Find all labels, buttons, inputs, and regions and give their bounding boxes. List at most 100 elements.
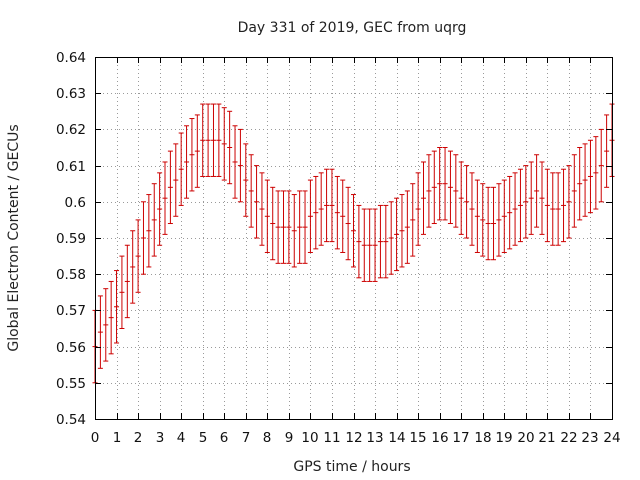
y-tick-label: 0.58	[56, 267, 86, 283]
error-bar-point	[383, 204, 389, 279]
x-tick-label: 24	[603, 430, 620, 446]
error-bar-point	[377, 204, 383, 279]
x-tick-label: 23	[581, 430, 598, 446]
error-bar-point	[307, 179, 313, 253]
error-bar-point	[453, 154, 459, 228]
x-tick-label: 8	[263, 430, 272, 446]
error-bar-point	[264, 179, 270, 253]
x-tick-label: 9	[285, 430, 294, 446]
error-bar-point	[157, 172, 163, 246]
error-bar-point	[146, 194, 152, 268]
error-bar-point	[221, 107, 227, 181]
error-bar-point	[534, 154, 540, 228]
error-bar-point	[539, 161, 545, 235]
x-tick-label: 21	[538, 430, 555, 446]
error-bar-point	[270, 186, 276, 261]
x-tick-label: 14	[388, 430, 405, 446]
error-bar-point	[114, 270, 120, 344]
error-bar-point	[280, 190, 286, 264]
error-bar-point	[555, 172, 561, 246]
error-bar-point	[517, 168, 523, 243]
error-bar-point	[140, 201, 146, 275]
y-tick-label: 0.56	[56, 340, 86, 356]
error-bar-point	[496, 183, 502, 257]
error-bar-point	[372, 208, 378, 282]
y-tick-label: 0.62	[56, 122, 86, 138]
y-tick-labels: 0.54 0.55 0.56 0.57 0.58 0.59 0.6 0.61 0.62 0.63 0…	[56, 50, 86, 428]
error-bar-point	[286, 190, 292, 264]
error-bar-point	[561, 168, 567, 243]
error-bar-point	[491, 186, 497, 261]
error-bar-point	[173, 143, 179, 217]
error-bar-point	[593, 136, 599, 210]
error-bar-point	[97, 295, 103, 369]
x-tick-labels: 0 1 2 3 4 5 6 7 8 9 10 11 12 13 14 15 16 17 18 19 20 21 22 23 24	[91, 430, 621, 446]
y-tick-label: 0.59	[56, 231, 86, 247]
x-tick-label: 19	[495, 430, 512, 446]
error-bar-point	[313, 175, 319, 250]
x-tick-label: 16	[431, 430, 448, 446]
error-bar-point	[544, 168, 550, 243]
error-bar-point	[189, 118, 195, 192]
x-tick-label: 5	[199, 430, 208, 446]
error-bar-point	[103, 288, 109, 362]
x-tick-label: 15	[409, 430, 426, 446]
y-tick-label: 0.6	[65, 195, 86, 211]
error-bar-point	[356, 204, 362, 279]
error-bar-point	[415, 172, 421, 246]
error-bar-point	[254, 165, 260, 239]
error-bar-point	[426, 154, 432, 228]
error-bar-point	[367, 208, 373, 282]
error-bar-point	[501, 179, 507, 253]
error-bar-point	[404, 190, 410, 264]
error-bar-point	[243, 143, 249, 217]
error-bar-point	[302, 190, 308, 264]
error-bar-point	[604, 114, 610, 188]
error-bar-point	[528, 161, 534, 235]
error-bar-point	[571, 154, 577, 228]
gec-series	[92, 103, 615, 384]
x-tick-label: 0	[91, 430, 100, 446]
error-bar-point	[566, 165, 572, 239]
y-axis-label: Global Electron Content / GECUs	[6, 124, 22, 351]
error-bar-point	[151, 183, 157, 257]
error-bar-point	[388, 201, 394, 275]
x-tick-label: 22	[560, 430, 577, 446]
x-tick-label: 7	[242, 430, 251, 446]
chart-title: Day 331 of 2019, GEC from uqrg	[238, 20, 467, 36]
error-bar-point	[361, 208, 367, 282]
y-tick-label: 0.54	[56, 412, 86, 428]
error-bar-point	[205, 103, 211, 177]
error-bar-point	[474, 179, 480, 253]
error-bar-point	[124, 244, 130, 319]
error-bar-point	[167, 150, 173, 225]
error-bar-point	[227, 110, 233, 185]
error-bar-point	[248, 154, 254, 228]
error-bar-point	[469, 172, 475, 246]
error-bar-point	[587, 139, 593, 214]
error-bar-point	[431, 150, 437, 225]
error-bar-point	[119, 255, 125, 329]
error-bar-point	[318, 172, 324, 246]
error-bar-point	[464, 165, 470, 239]
error-bar-point	[351, 194, 356, 268]
error-bar-point	[184, 125, 190, 199]
error-bar-point	[340, 179, 346, 253]
error-bar-point	[394, 197, 400, 272]
error-bar-point	[550, 172, 556, 246]
error-bar-point	[130, 230, 136, 304]
x-tick-label: 18	[474, 430, 491, 446]
error-bar-point	[178, 132, 184, 206]
error-bar-point	[291, 194, 297, 268]
error-bar-point	[297, 190, 303, 264]
error-bar-point	[108, 280, 114, 355]
y-tick-label: 0.63	[56, 86, 86, 102]
x-tick-label: 4	[177, 430, 186, 446]
error-bar-point	[480, 183, 486, 257]
error-bar-point	[345, 186, 351, 261]
error-bar-point	[421, 161, 427, 235]
x-tick-label: 12	[345, 430, 362, 446]
error-bar-point	[135, 219, 141, 293]
error-bar-point	[512, 172, 518, 246]
